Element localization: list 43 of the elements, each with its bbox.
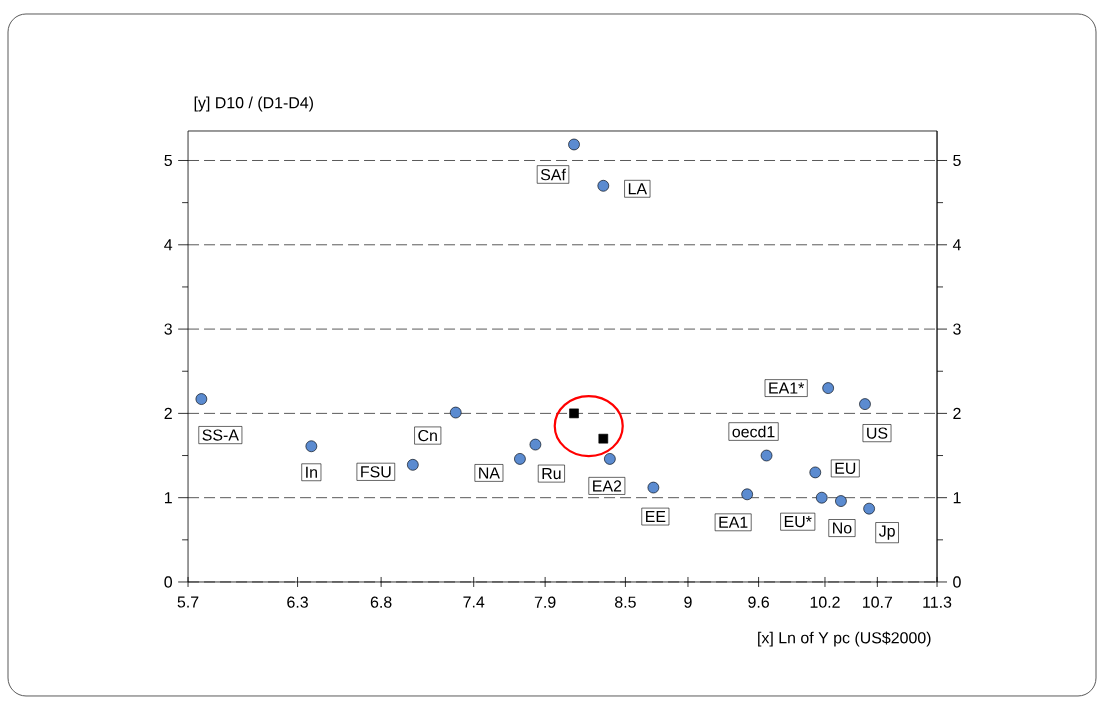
annotation: Jp xyxy=(878,525,895,540)
annotation: Ru xyxy=(542,468,561,480)
x-tick-label: 8.5 xyxy=(615,596,636,608)
x-tick-label: 10.7 xyxy=(863,596,893,608)
x-tick-label: 6.3 xyxy=(287,596,308,608)
y2-tick-label: 2 xyxy=(953,407,961,419)
x-axis-title: [x] Ln of Y pc (US$2000) xyxy=(758,631,931,647)
y-tick-label: 5 xyxy=(164,154,172,167)
y2-tick-label: 5 xyxy=(953,154,961,167)
y-tick-label: 1 xyxy=(164,492,172,504)
x-tick-label: 9 xyxy=(684,596,692,608)
annotation: No xyxy=(833,522,852,534)
x-tick-label: 10.2 xyxy=(810,596,840,608)
x-tick-label: 7.9 xyxy=(534,596,556,608)
y-tick-label: 4 xyxy=(164,239,173,251)
x-tick-label: 6.8 xyxy=(370,596,392,608)
annotation: EU* xyxy=(784,516,812,528)
annotation: NA xyxy=(479,467,500,479)
annotation: SS-A xyxy=(202,429,239,441)
annotation: EA2 xyxy=(593,480,622,492)
annotation: Cn xyxy=(418,429,437,442)
annotation: EU xyxy=(835,462,856,474)
y2-tick-label: 1 xyxy=(953,492,961,504)
x-tick-label: 5.7 xyxy=(177,596,199,608)
annotation: US xyxy=(867,427,888,439)
annotation: EA1* xyxy=(769,382,805,394)
y-axis-title: [y] D10 / (D1-D4) xyxy=(194,96,313,112)
y-tick-label: 3 xyxy=(164,323,172,335)
y2-tick-label: 0 xyxy=(953,576,961,588)
x-tick-label: 9.6 xyxy=(748,596,769,608)
y-tick-label: 2 xyxy=(164,407,172,419)
x-tick-label: 7.4 xyxy=(463,596,485,608)
annotation: SAf xyxy=(540,168,566,181)
annotation: FSU xyxy=(361,466,391,478)
annotation: EE xyxy=(646,511,666,523)
y-tick-label: 0 xyxy=(164,576,173,588)
annotation: In xyxy=(306,466,317,478)
annotation: LA xyxy=(628,183,648,195)
y2-tick-label: 4 xyxy=(952,239,961,251)
y2-tick-label: 3 xyxy=(953,323,961,335)
annotation: EA1 xyxy=(719,516,748,528)
annotation: oecd1 xyxy=(732,425,775,438)
x-tick-label: 11.3 xyxy=(923,596,952,608)
